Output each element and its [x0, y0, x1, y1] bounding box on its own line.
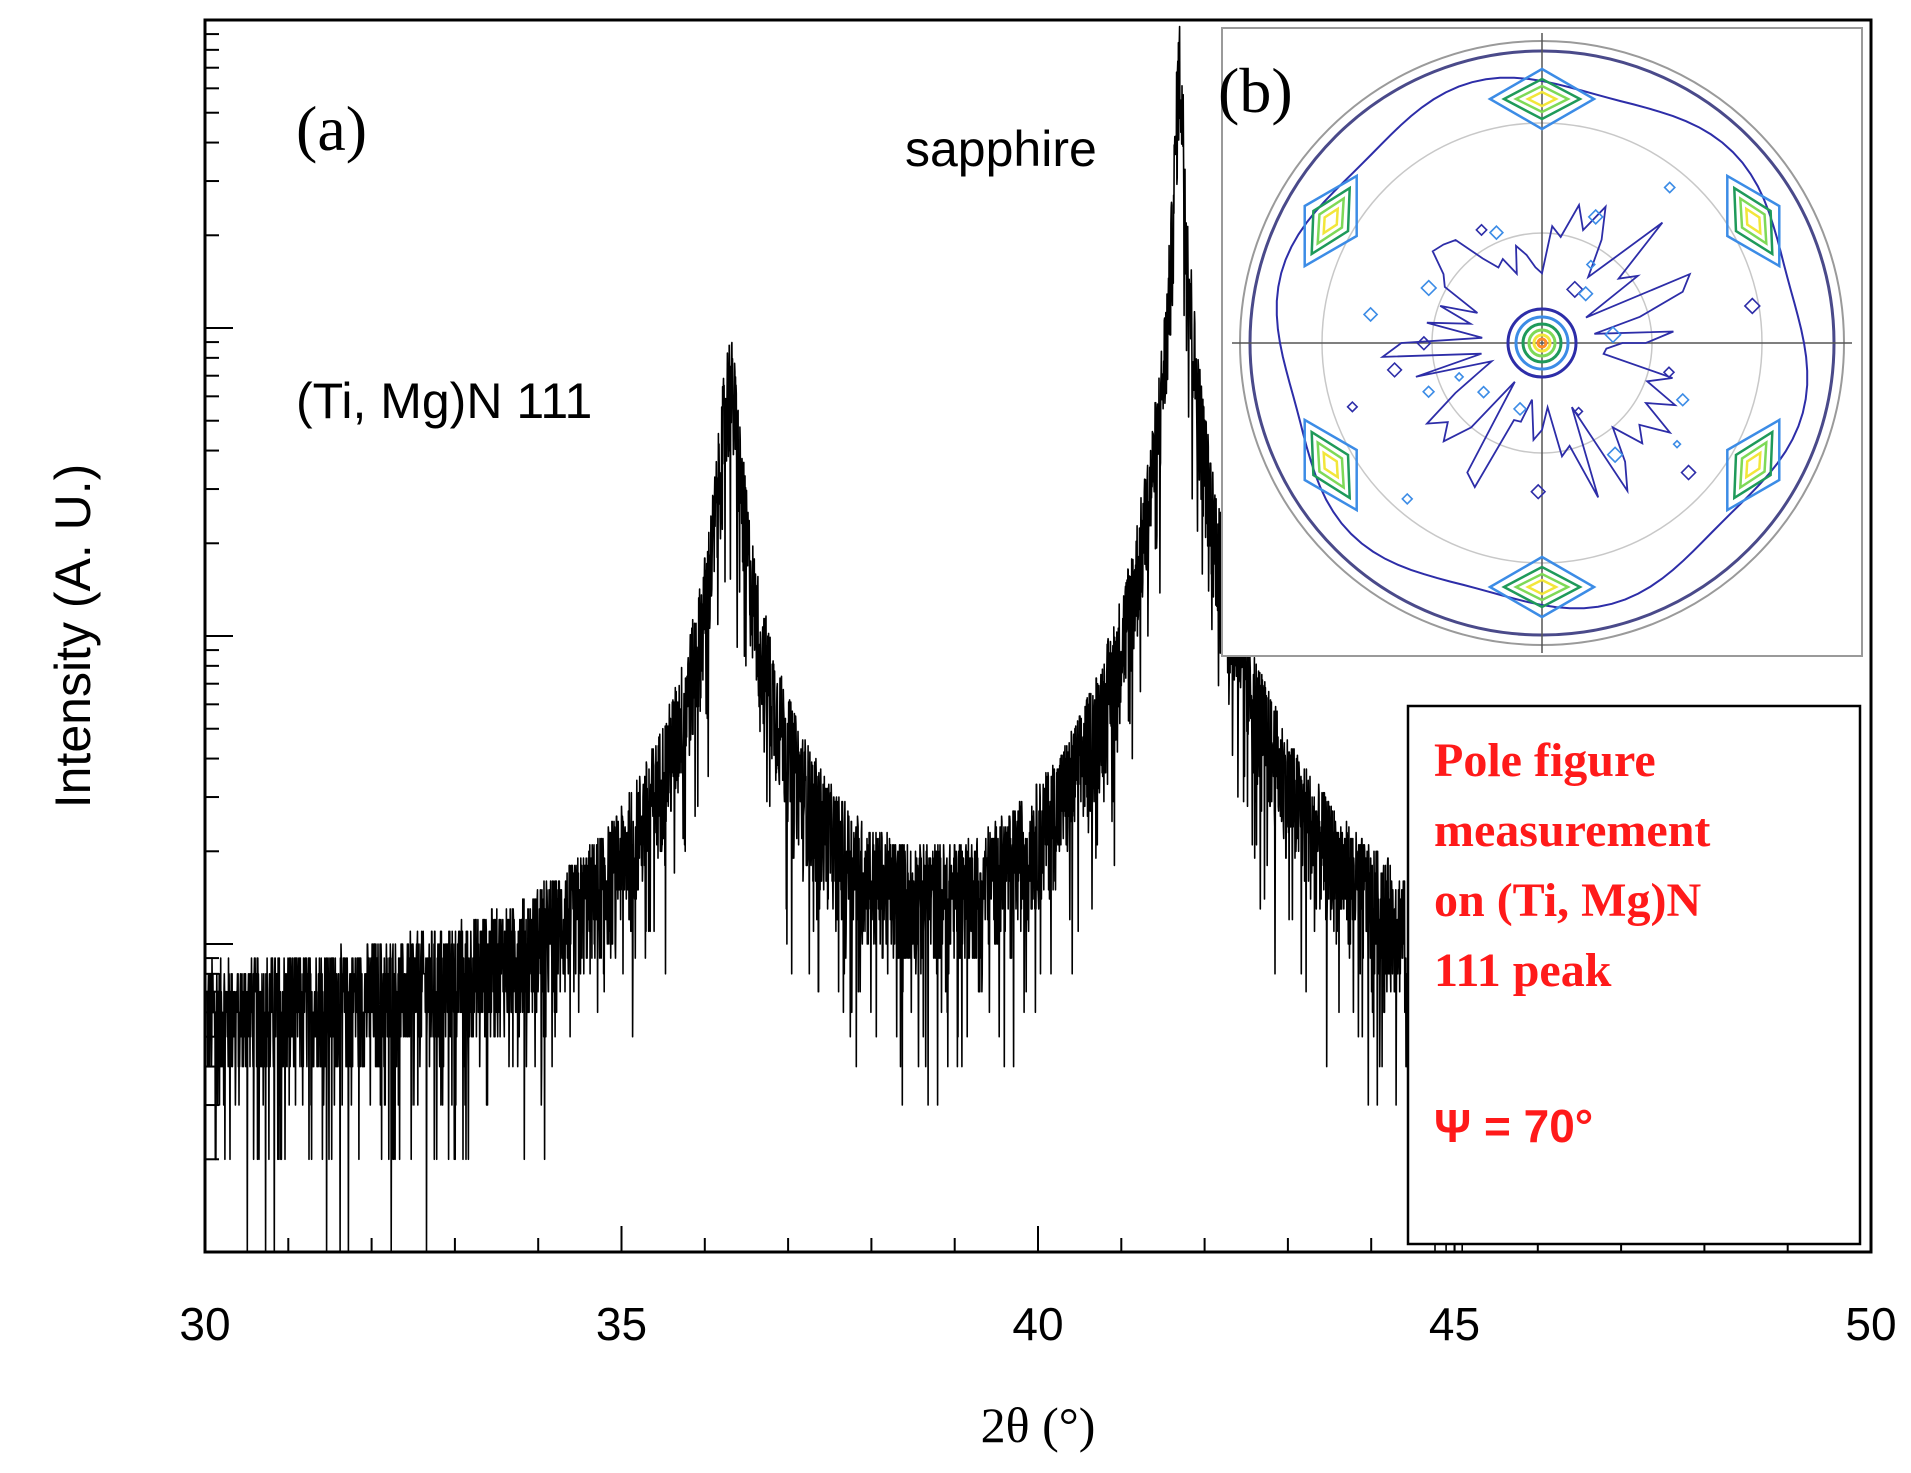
pole-contour — [1316, 440, 1346, 490]
scatter-contour — [1475, 223, 1488, 237]
scatter-contour — [1663, 181, 1676, 194]
scatter-contour — [1680, 464, 1697, 481]
x-axis-ticks: 30 35 40 45 50 — [179, 1226, 1897, 1350]
pole-contour — [1726, 173, 1781, 269]
pole-contour — [1726, 417, 1781, 513]
annotation-line-1: Pole figure — [1434, 734, 1656, 787]
pole-spot — [1726, 173, 1781, 269]
scatter-contour — [1530, 483, 1547, 500]
pole-contour — [1738, 196, 1768, 246]
pole-spot — [1726, 417, 1781, 513]
x-axis-label: 2θ (°) — [981, 1397, 1096, 1453]
panel-label-b: (b) — [1218, 55, 1293, 126]
x-tick-label: 40 — [1012, 1298, 1063, 1350]
pole-contour — [1525, 578, 1559, 596]
pole-contour — [1513, 572, 1571, 602]
pole-contour — [1487, 555, 1597, 619]
annotation-line-4: 111 peak — [1434, 944, 1612, 997]
annotation-line-2: measurement — [1434, 804, 1710, 857]
iso-contour — [1275, 76, 1809, 610]
scatter-contour — [1420, 279, 1438, 297]
pole-contour — [1732, 429, 1774, 501]
scatter-contour — [1346, 400, 1359, 413]
scatter-contour — [1675, 392, 1690, 407]
pole-contour — [1303, 173, 1358, 269]
center-pole-contour — [1527, 328, 1557, 358]
pole-contour — [1310, 429, 1352, 501]
scatter-contour — [1362, 306, 1379, 323]
scatter-contour — [1573, 406, 1584, 417]
scatter-contour — [1454, 371, 1465, 382]
xrd-trace — [206, 25, 1464, 1253]
pole-contour — [1744, 450, 1762, 480]
pole-spot — [1303, 173, 1358, 269]
pole-contour — [1501, 77, 1583, 121]
scatter-contour — [1386, 361, 1403, 378]
panel-label-a: (a) — [296, 93, 367, 164]
scatter-contour — [1743, 297, 1761, 315]
scatter-contour — [1672, 439, 1682, 449]
x-tick-label: 30 — [179, 1298, 230, 1350]
scatter-contour — [1585, 259, 1596, 270]
scatter-contour — [1476, 385, 1491, 399]
scatter-contour — [1512, 401, 1528, 417]
annotation-line-3: on (Ti, Mg)N — [1434, 874, 1701, 927]
pole-contour — [1525, 90, 1559, 108]
scatter-contour — [1422, 385, 1436, 399]
scatter-contour — [1577, 285, 1594, 302]
pole-contour — [1513, 84, 1571, 114]
center-pole-contour — [1536, 337, 1548, 349]
pole-contour — [1316, 196, 1346, 246]
pole-contour — [1310, 185, 1352, 257]
pole-contour — [1303, 417, 1358, 513]
pole-contour — [1322, 450, 1340, 480]
scatter-contour — [1662, 366, 1676, 379]
center-pole-contour — [1532, 333, 1552, 353]
pole-contour — [1738, 440, 1768, 490]
scatter-contour — [1488, 225, 1505, 241]
x-tick-label: 45 — [1429, 1298, 1480, 1350]
peak-label-sapphire: sapphire — [905, 121, 1097, 177]
pole-contour — [1501, 565, 1583, 609]
center-pole-contour — [1506, 307, 1578, 379]
pole-spot — [1487, 67, 1597, 131]
scatter-contour — [1587, 208, 1604, 225]
center-pole-contour — [1521, 322, 1563, 364]
y-axis-label: Intensity (A. U.) — [45, 464, 101, 809]
pole-figure-inset: (b) — [1218, 27, 1863, 657]
scatter-contour — [1416, 335, 1432, 351]
pole-figure-contours — [1232, 33, 1852, 653]
pole-contour — [1744, 206, 1762, 236]
annotation-box: Pole figure measurement on (Ti, Mg)N 111… — [1406, 704, 1862, 1246]
pole-contour — [1487, 67, 1597, 131]
scatter-contour — [1401, 492, 1414, 505]
x-tick-label: 35 — [596, 1298, 647, 1350]
scatter-contour — [1606, 446, 1624, 464]
pole-contour — [1732, 185, 1774, 257]
texture-contour — [1379, 202, 1692, 498]
peak-label-tin: (Ti, Mg)N 111 — [296, 373, 592, 429]
center-pole-contour — [1514, 315, 1570, 371]
pole-spot — [1303, 417, 1358, 513]
pole-spot — [1487, 555, 1597, 619]
scatter-contour — [1604, 325, 1622, 344]
x-tick-label: 50 — [1845, 1298, 1896, 1350]
annotation-frame — [1406, 704, 1862, 1246]
annotation-psi: Ψ = 70° — [1434, 1100, 1593, 1152]
pole-contour — [1322, 206, 1340, 236]
